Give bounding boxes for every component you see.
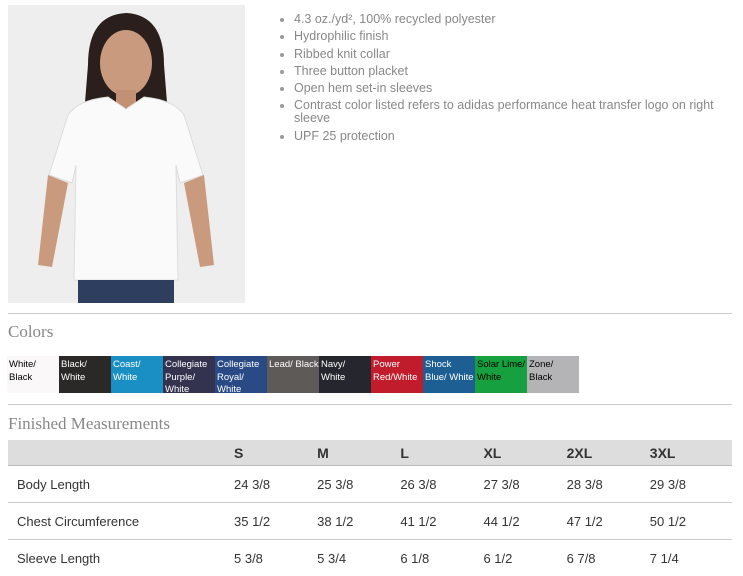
color-swatch[interactable]: Zone/ Black xyxy=(527,356,579,393)
measurement-cell: 6 1/8 xyxy=(399,540,482,576)
size-header: L xyxy=(399,440,482,466)
measurement-cell: 41 1/2 xyxy=(399,503,482,540)
color-swatch[interactable]: Solar Lime/ White xyxy=(475,356,527,393)
measurement-cell: 7 1/4 xyxy=(649,540,732,576)
measurement-cell: 50 1/2 xyxy=(649,503,732,540)
color-swatch[interactable]: Coast/ White xyxy=(111,356,163,393)
feature-item: Hydrophilic finish xyxy=(294,30,714,43)
measurement-cell: 24 3/8 xyxy=(233,466,316,503)
colors-heading: Colors xyxy=(8,322,53,342)
divider xyxy=(8,313,732,314)
color-swatch[interactable]: White/ Black xyxy=(7,356,59,393)
size-header: 2XL xyxy=(566,440,649,466)
measurement-cell: 38 1/2 xyxy=(316,503,399,540)
measurement-cell: 29 3/8 xyxy=(649,466,732,503)
measurement-cell: 47 1/2 xyxy=(566,503,649,540)
measurement-cell: 44 1/2 xyxy=(482,503,565,540)
color-swatch[interactable]: Lead/ Black xyxy=(267,356,319,393)
size-header: S xyxy=(233,440,316,466)
feature-item: Three button placket xyxy=(294,65,714,78)
row-label: Sleeve Length xyxy=(8,540,233,576)
measurement-cell: 5 3/4 xyxy=(316,540,399,576)
size-header: M xyxy=(316,440,399,466)
feature-item: Ribbed knit collar xyxy=(294,48,714,61)
measurement-cell: 25 3/8 xyxy=(316,466,399,503)
measurement-cell: 27 3/8 xyxy=(482,466,565,503)
color-swatch[interactable]: Power Red/White xyxy=(371,356,423,393)
measurement-cell: 6 7/8 xyxy=(566,540,649,576)
row-label: Chest Circumference xyxy=(8,503,233,540)
row-label: Body Length xyxy=(8,466,233,503)
measurement-cell: 5 3/8 xyxy=(233,540,316,576)
feature-item: Open hem set-in sleeves xyxy=(294,82,714,95)
color-swatch[interactable]: Collegiate Royal/ White xyxy=(215,356,267,393)
divider xyxy=(8,404,732,405)
size-header: XL xyxy=(482,440,565,466)
product-image xyxy=(8,5,245,303)
header-blank xyxy=(8,440,233,466)
feature-item: 4.3 oz./yd², 100% recycled polyester xyxy=(294,13,714,26)
color-swatch[interactable]: Shock Blue/ White xyxy=(423,356,475,393)
color-swatch[interactable]: Black/ White xyxy=(59,356,111,393)
measurement-cell: 35 1/2 xyxy=(233,503,316,540)
measurement-cell: 28 3/8 xyxy=(566,466,649,503)
measurement-cell: 6 1/2 xyxy=(482,540,565,576)
measurement-cell: 26 3/8 xyxy=(399,466,482,503)
color-swatch[interactable]: Navy/ White xyxy=(319,356,371,393)
feature-list: 4.3 oz./yd², 100% recycled polyester Hydr… xyxy=(278,13,714,147)
feature-item: Contrast color listed refers to adidas p… xyxy=(294,99,714,125)
measurements-heading: Finished Measurements xyxy=(8,414,170,434)
size-header: 3XL xyxy=(649,440,732,466)
feature-item: UPF 25 protection xyxy=(294,130,714,143)
color-swatch[interactable]: Collegiate Purple/ White xyxy=(163,356,215,393)
